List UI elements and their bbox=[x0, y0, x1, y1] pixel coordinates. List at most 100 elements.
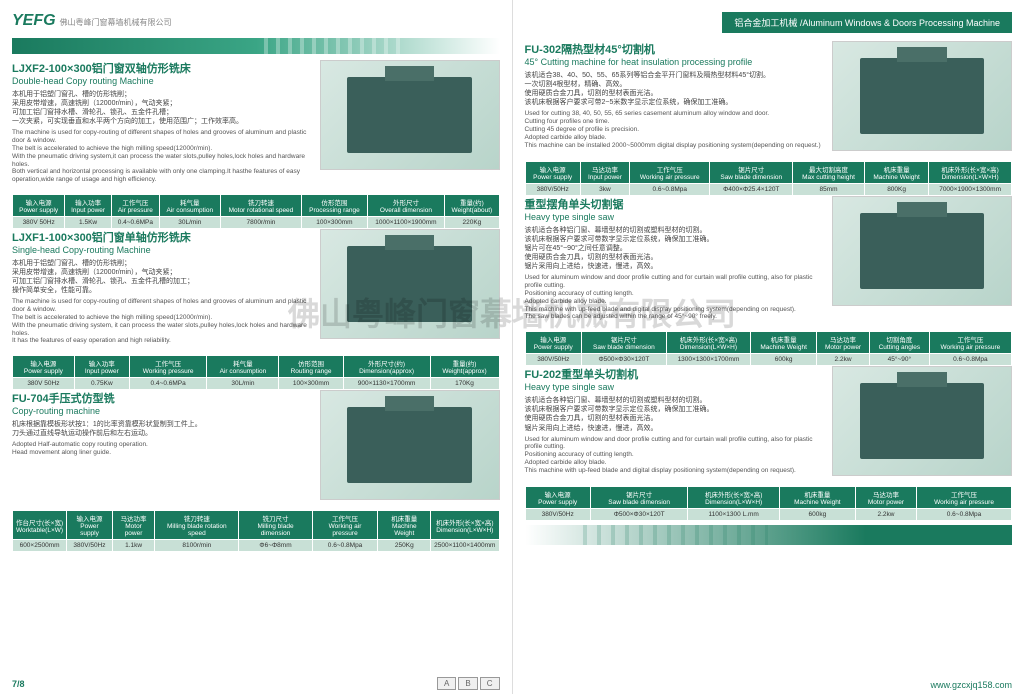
page-number: 7/8 bbox=[12, 679, 25, 689]
spec-cell: 1.5Kw bbox=[65, 216, 112, 228]
spec-header: 外形尺寸Overall dimension bbox=[367, 194, 445, 216]
spec-header: 输入电源Power supply bbox=[13, 356, 75, 378]
spec-header: 作台尺寸(长×宽)Worktable(L×W) bbox=[13, 511, 67, 540]
spec-cell: 600×2500mm bbox=[13, 540, 67, 552]
spec-cell: 0.6~0.8Mpa bbox=[312, 540, 378, 552]
spec-header: 工作气压Working air pressure bbox=[917, 487, 1012, 509]
spec-header: 锯片尺寸Saw blade dimension bbox=[710, 162, 793, 184]
product-desc-cn: 该机适合38、40、50、55、65系列等铝合金平开门窗料及隔热型材料45°切割… bbox=[525, 71, 825, 107]
spec-header: 马达功率Motor power bbox=[817, 332, 870, 354]
spec-cell: 600kg bbox=[779, 509, 855, 521]
deco-bar-left bbox=[12, 38, 500, 54]
footer-left: 7/8 ABC bbox=[12, 677, 500, 690]
product-block: LJXF1-100×300铝门窗单轴仿形铣床 Single-head Copy-… bbox=[12, 229, 500, 345]
spec-cell: 0.4~0.6MPa bbox=[111, 216, 159, 228]
spec-cell: 380V/50Hz bbox=[525, 509, 590, 521]
spec-header: 机床重量Machine Weight bbox=[864, 162, 928, 184]
spec-cell: 0.4~0.6MPa bbox=[129, 378, 207, 390]
spec-header: 输入电源Power supply bbox=[525, 332, 582, 354]
spec-cell: 0.6~0.8Mpa bbox=[917, 509, 1012, 521]
spec-cell: 100×300mm bbox=[279, 378, 343, 390]
spec-header: 输入功率Input power bbox=[74, 356, 129, 378]
spec-cell: Φ400×Φ25.4×120T bbox=[710, 184, 793, 196]
spec-cell: 2.2kw bbox=[855, 509, 916, 521]
product-desc-cn: 机床根据靠模板形状按1：1的比率资靠模形状复制到工件上。刀头通过直线导轨运动操作… bbox=[12, 420, 312, 438]
spec-cell: 8100r/min bbox=[155, 540, 239, 552]
footer-tabs: ABC bbox=[437, 677, 499, 690]
spec-header: 工作气压Working air pressure bbox=[630, 162, 710, 184]
spec-header: 锯片尺寸Saw blade dimension bbox=[590, 487, 688, 509]
spec-cell: 30L/min bbox=[159, 216, 220, 228]
spec-header: 最大切割高度Max cutting height bbox=[793, 162, 865, 184]
product-image bbox=[320, 229, 500, 339]
product-image bbox=[832, 41, 1012, 151]
spec-header: 机床外形(长×宽×高)Dimension(L×W×H) bbox=[431, 511, 499, 540]
product-title-cn: LJXF2-100×300铝门窗双轴仿形铣床 bbox=[12, 60, 312, 76]
logo-subtitle: 佛山粤峰门窗幕墙机械有限公司 bbox=[60, 18, 172, 27]
product-title-en: Single-head Copy-routing Machine bbox=[12, 245, 312, 255]
category-tab: 铝合金加工机械 /Aluminum Windows & Doors Proces… bbox=[722, 12, 1012, 33]
product-image bbox=[320, 390, 500, 500]
product-title-en: 45° Cutting machine for heat insulation … bbox=[525, 57, 825, 67]
product-title-cn: FU-704手压式仿型铣 bbox=[12, 390, 312, 406]
spec-header: 机床重量Machine Weight bbox=[779, 487, 855, 509]
spec-table: 输入电源Power supply输入功率Input power工作气压Air p… bbox=[12, 194, 500, 229]
footer-right: www.gzcxjq158.com bbox=[525, 680, 1013, 690]
spec-cell: 100×300mm bbox=[302, 216, 367, 228]
spec-cell: 0.6~0.8Mpa bbox=[630, 184, 710, 196]
footer-tab[interactable]: B bbox=[458, 677, 477, 690]
product-title-cn: FU-202重型单头切割机 bbox=[525, 366, 825, 382]
spec-cell: 2.2kw bbox=[817, 354, 870, 366]
spec-header: 输入电源Power supply bbox=[67, 511, 113, 540]
footer-tab[interactable]: A bbox=[437, 677, 456, 690]
spec-header: 工作气压Working air pressure bbox=[312, 511, 378, 540]
spec-header: 机床重量Machine Weight bbox=[751, 332, 817, 354]
spec-cell: 0.75Kw bbox=[74, 378, 129, 390]
product-desc-en: Used for aluminum window and door profil… bbox=[525, 274, 825, 321]
spec-header: 锯片尺寸Saw blade dimension bbox=[582, 332, 667, 354]
spec-header: 耗气量Air consumption bbox=[159, 194, 220, 216]
spec-cell: 250Kg bbox=[378, 540, 431, 552]
spec-cell: 85mm bbox=[793, 184, 865, 196]
product-title-en: Heavy type single saw bbox=[525, 212, 825, 222]
product-desc-cn: 该机适合各种铝门窗、幕墙型材的切割或塑料型材的切割。该机床根据客户要求可带数字显… bbox=[525, 396, 825, 432]
spec-cell: 7000×1900×1300mm bbox=[929, 184, 1012, 196]
spec-header: 重量(约)Weight(approx) bbox=[430, 356, 499, 378]
spec-cell: 1300×1300×1700mm bbox=[666, 354, 751, 366]
catalog-page: YEFG 佛山粤峰门窗幕墙机械有限公司 LJXF2-100×300铝门窗双轴仿形铣… bbox=[0, 0, 1024, 694]
spec-cell: 220Kg bbox=[445, 216, 499, 228]
right-column: 铝合金加工机械 /Aluminum Windows & Doors Proces… bbox=[513, 0, 1024, 694]
spec-cell: 170Kg bbox=[430, 378, 499, 390]
product-title-cn: 重型摆角单头切割锯 bbox=[525, 196, 825, 212]
spec-table: 作台尺寸(长×宽)Worktable(L×W)输入电源Power supply马… bbox=[12, 510, 500, 552]
spec-cell: 900×1130×1700mm bbox=[343, 378, 430, 390]
product-block: 重型摆角单头切割锯 Heavy type single saw 该机适合各种铝门… bbox=[525, 196, 1013, 321]
product-desc-en: The machine is used for copy-routing of … bbox=[12, 298, 312, 345]
spec-cell: 45°~90° bbox=[870, 354, 930, 366]
deco-bar-right bbox=[525, 525, 1013, 545]
footer-tab[interactable]: C bbox=[480, 677, 500, 690]
spec-cell: Φ500×Φ30×120T bbox=[590, 509, 688, 521]
product-block: FU-202重型单头切割机 Heavy type single saw 该机适合… bbox=[525, 366, 1013, 476]
product-title-cn: LJXF1-100×300铝门窗单轴仿形铣床 bbox=[12, 229, 312, 245]
product-block: FU-704手压式仿型铣 Copy-routing machine 机床根据靠模… bbox=[12, 390, 500, 500]
spec-table: 输入电源Power supply马达功率Input power工作气压Worki… bbox=[525, 161, 1013, 196]
logo: YEFG bbox=[12, 12, 56, 29]
spec-cell: 380V/50Hz bbox=[525, 354, 582, 366]
spec-cell: 1000×1100×1900mm bbox=[367, 216, 445, 228]
product-image bbox=[832, 366, 1012, 476]
spec-header: 输入电源Power supply bbox=[13, 194, 65, 216]
spec-header: 输入电源Power supply bbox=[525, 162, 580, 184]
spec-cell: 380V/50Hz bbox=[525, 184, 580, 196]
spec-cell: Φ6~Φ8mm bbox=[239, 540, 312, 552]
spec-header: 马达功率Motor power bbox=[855, 487, 916, 509]
product-block: FU-302隔热型材45°切割机 45° Cutting machine for… bbox=[525, 41, 1013, 151]
spec-header: 工作气压Air pressure bbox=[111, 194, 159, 216]
spec-header: 机床外形(长×宽×高)Dimension(L×W×H) bbox=[688, 487, 779, 509]
left-column: YEFG 佛山粤峰门窗幕墙机械有限公司 LJXF2-100×300铝门窗双轴仿形铣… bbox=[0, 0, 513, 694]
spec-cell: Φ500×Φ30×120T bbox=[582, 354, 667, 366]
spec-header: 马达功率Motor power bbox=[112, 511, 154, 540]
spec-cell: 1100×1300 L.mm bbox=[688, 509, 779, 521]
spec-header: 工作气压Working pressure bbox=[129, 356, 207, 378]
spec-cell: 0.6~0.8Mpa bbox=[929, 354, 1011, 366]
